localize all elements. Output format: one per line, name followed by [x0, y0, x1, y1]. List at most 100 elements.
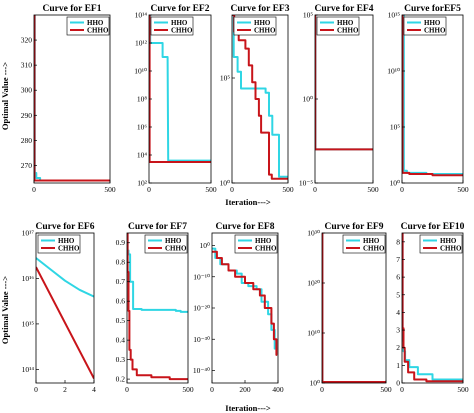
- plot-area-ef2: [149, 15, 211, 183]
- legend-label-hho-ef9: HHO: [363, 237, 380, 245]
- y-tick-label-ef6: 10¹⁷: [22, 229, 35, 238]
- legend-label-chho-ef8: CHHO: [255, 245, 277, 253]
- y-tick-label-ef2: 10¹⁰: [134, 67, 147, 76]
- y-tick-label-ef1: 310: [21, 61, 33, 70]
- y-tick-label-ef9: 10⁰: [309, 379, 320, 388]
- y-tick-label-ef5: 10¹⁵: [388, 11, 401, 20]
- chart-title-ef5: Curve forEF5: [404, 4, 461, 14]
- x-axis-label-top: Iteration--->: [225, 197, 271, 207]
- y-tick-label-ef7: 0.9: [116, 238, 126, 247]
- chart-title-ef9: Curve for EF9: [325, 222, 384, 232]
- chart-title-ef1: Curve for EF1: [43, 4, 102, 14]
- y-tick-label-ef10: 6: [396, 273, 400, 282]
- y-tick-label-ef9: 10²⁰: [307, 279, 320, 288]
- legend-label-chho-ef4: CHHO: [337, 27, 359, 35]
- plot-area-ef4: [315, 15, 373, 183]
- chart-title-ef3: Curve for EF3: [231, 4, 290, 14]
- plot-frame-ef10: [401, 232, 464, 384]
- y-tick-label-ef3: 10⁵: [220, 74, 231, 83]
- y-tick-label-ef1: 270: [21, 161, 33, 170]
- y-tick-label-ef9: 10³⁰: [307, 229, 320, 238]
- y-tick-label-ef9: 10¹⁰: [307, 329, 320, 338]
- series-line-chho-ef2: [149, 15, 211, 163]
- legend-label-chho-ef7: CHHO: [165, 245, 187, 253]
- legend-label-chho-ef2: CHHO: [171, 27, 193, 35]
- legend-label-chho-ef1: CHHO: [87, 27, 109, 35]
- chart-title-ef4: Curve for EF4: [315, 4, 374, 14]
- y-tick-label-ef2: 10⁶: [137, 123, 148, 132]
- plot-frame-ef1: [33, 14, 111, 184]
- y-tick-label-ef2: 10¹²: [135, 39, 148, 48]
- x-tick-label-ef10: 0: [400, 385, 404, 394]
- plot-frame-ef3: [231, 14, 289, 184]
- panel-ef7: Curve for EF7 0.2 0.3 0.4 0.5 0.6 0.7 0.8 0.9 0 50…: [116, 222, 194, 394]
- legend-label-chho-ef10: CHHO: [440, 245, 462, 253]
- plot-area-ef10: [402, 233, 463, 383]
- plot-area-ef5: [402, 15, 463, 183]
- panel-ef8: Curve for EF8 10⁻⁴⁰ 10⁻³⁰ 10⁻²⁰ 10⁻¹⁰ 10⁰ 0 200…: [193, 222, 284, 394]
- y-tick-label-ef8: 10⁻³⁰: [193, 335, 210, 344]
- chart-title-ef7: Curve for EF7: [128, 222, 187, 232]
- legend-label-chho-ef6: CHHO: [58, 245, 80, 253]
- x-tick-label-ef1: 500: [104, 185, 116, 194]
- chart-title-ef2: Curve for EF2: [151, 4, 210, 14]
- y-tick-label-ef7: 0.6: [116, 297, 126, 306]
- y-tick-label-ef7: 0.5: [116, 316, 126, 325]
- y-tick-label-ef7: 0.4: [116, 336, 126, 345]
- y-axis-label-top: Optimal Value --->: [0, 62, 10, 130]
- y-tick-label-ef1: 280: [21, 136, 33, 145]
- series-line-chho-ef5: [402, 15, 463, 177]
- y-tick-label-ef4: 10⁵: [303, 11, 314, 20]
- x-tick-label-ef3: 0: [230, 185, 234, 194]
- legend-label-chho-ef5: CHHO: [424, 27, 446, 35]
- series-line-chho-ef1: [34, 15, 110, 182]
- y-tick-label-ef6: 10¹⁴: [22, 365, 35, 374]
- panel-ef2: Curve for EF2 10² 10⁴ 10⁶ 10⁸ 10¹⁰ 10¹² 10¹⁴ 0 50…: [134, 4, 217, 194]
- plot-frame-ef9: [321, 232, 387, 384]
- x-tick-label-ef7: 0: [125, 385, 129, 394]
- series-line-chho-ef6: [36, 266, 94, 379]
- legend-label-hho-ef8: HHO: [255, 237, 272, 245]
- y-tick-label-ef10: 7: [396, 255, 400, 264]
- x-tick-label-ef2: 0: [147, 185, 151, 194]
- x-axis-label-bottom: Iteration--->: [225, 403, 271, 413]
- y-tick-label-ef7: 0.2: [116, 375, 126, 384]
- y-tick-label-ef2: 10¹⁴: [135, 11, 148, 20]
- x-tick-label-ef1: 0: [32, 185, 36, 194]
- y-tick-label-ef4: 10⁻⁵: [299, 179, 313, 188]
- y-tick-label-ef8: 10⁻⁴⁰: [193, 366, 210, 375]
- y-axis-label-bottom: Optimal Value --->: [0, 276, 10, 344]
- y-tick-label-ef10: 5: [396, 290, 400, 299]
- plot-area-ef1: [34, 15, 110, 183]
- legend-label-hho-ef3: HHO: [254, 19, 271, 27]
- chart-title-ef10: Curve for EF10: [401, 222, 465, 232]
- plot-area-ef9: [322, 233, 386, 383]
- series-line-hho-ef6: [36, 257, 94, 298]
- x-tick-label-ef3: 500: [282, 185, 294, 194]
- x-tick-label-ef4: 500: [367, 185, 379, 194]
- y-tick-label-ef10: 2: [396, 343, 400, 352]
- x-tick-label-ef9: 0: [320, 385, 324, 394]
- panel-ef1: Curve for EF1 270 280 290 300 310 320 0 500 HHOCH…: [21, 4, 116, 194]
- x-tick-label-ef6: 2: [63, 385, 67, 394]
- y-tick-label-ef1: 320: [21, 36, 33, 45]
- y-tick-label-ef2: 10⁸: [137, 95, 148, 104]
- y-tick-label-ef8: 10⁰: [199, 241, 210, 250]
- x-tick-label-ef5: 0: [400, 185, 404, 194]
- y-tick-label-ef10: 8: [396, 237, 400, 246]
- series-line-hho-ef3: [232, 15, 288, 178]
- legend-label-hho-ef6: HHO: [58, 237, 75, 245]
- x-tick-label-ef9: 500: [380, 385, 392, 394]
